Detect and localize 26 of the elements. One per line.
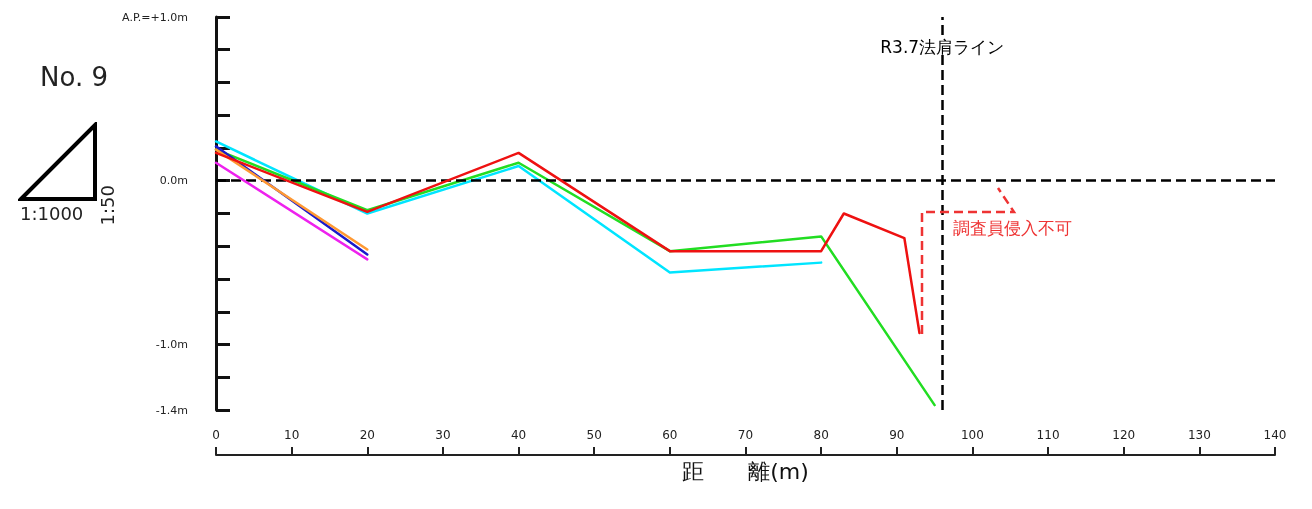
x-tick-label: 100 bbox=[960, 428, 984, 442]
x-tick-label: 10 bbox=[284, 428, 300, 442]
y-tick-label: A.P.=+1.0m bbox=[122, 10, 188, 24]
y-tick-label: -1.4m bbox=[155, 403, 188, 417]
x-tick-label: 110 bbox=[1036, 428, 1060, 442]
x-tick-label: 20 bbox=[359, 428, 375, 442]
ref-line-label: R3.7法肩ライン bbox=[880, 36, 1005, 57]
text: 1:1000 bbox=[20, 202, 84, 224]
x-tick-label: 0 bbox=[212, 428, 220, 442]
x-tick-label: 60 bbox=[662, 428, 678, 442]
x-tick-label: 40 bbox=[510, 428, 527, 442]
x-tick-label: 30 bbox=[435, 428, 451, 442]
y-tick-label: -1.0m bbox=[155, 338, 188, 351]
x-tick-label: 120 bbox=[1112, 428, 1136, 442]
x-tick-label: 50 bbox=[586, 428, 602, 442]
text: No. 9 bbox=[40, 62, 108, 92]
y-tick-label: 0.0m bbox=[159, 174, 188, 188]
text: 1:50 bbox=[96, 185, 118, 226]
x-tick-label: 90 bbox=[889, 428, 905, 442]
x-tick-label: 130 bbox=[1187, 428, 1211, 442]
x-tick-label: 70 bbox=[737, 428, 754, 442]
x-tick-label: 80 bbox=[813, 428, 829, 442]
line-series bbox=[214, 151, 921, 335]
x-tick-label: 140 bbox=[1263, 428, 1287, 442]
x-axis-title: 距 離(m) bbox=[682, 459, 809, 485]
annotation: 調査員侵入不可 bbox=[953, 217, 1072, 238]
